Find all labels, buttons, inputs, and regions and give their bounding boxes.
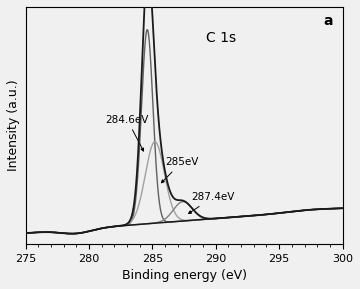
Text: 284.6eV: 284.6eV [105, 114, 149, 151]
Text: 287.4eV: 287.4eV [189, 192, 235, 214]
X-axis label: Binding energy (eV): Binding energy (eV) [122, 269, 247, 282]
Text: a: a [324, 14, 333, 28]
Y-axis label: Intensity (a.u.): Intensity (a.u.) [7, 79, 20, 171]
Text: C 1s: C 1s [206, 31, 237, 45]
Text: 285eV: 285eV [161, 157, 198, 183]
